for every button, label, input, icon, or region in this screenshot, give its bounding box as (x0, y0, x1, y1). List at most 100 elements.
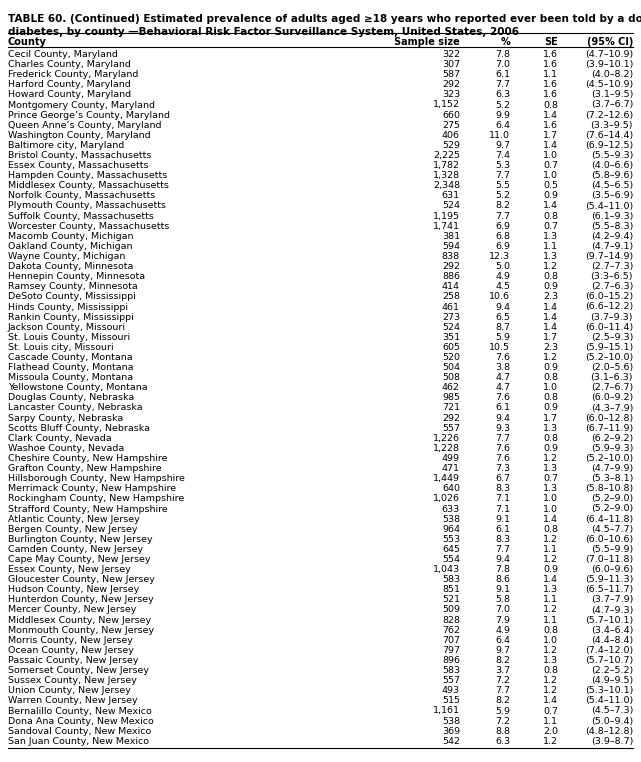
Text: Warren County, New Jersey: Warren County, New Jersey (8, 696, 138, 706)
Text: (6.1–9.3): (6.1–9.3) (590, 212, 633, 221)
Text: Passaic County, New Jersey: Passaic County, New Jersey (8, 656, 138, 665)
Text: 557: 557 (442, 676, 460, 685)
Text: (2.7–6.3): (2.7–6.3) (590, 282, 633, 291)
Text: Frederick County, Maryland: Frederick County, Maryland (8, 70, 138, 79)
Text: 3.7: 3.7 (495, 666, 510, 675)
Text: 0.8: 0.8 (543, 212, 558, 221)
Text: 6.3: 6.3 (495, 91, 510, 99)
Text: 5.0: 5.0 (495, 262, 510, 271)
Text: 1.0: 1.0 (543, 495, 558, 504)
Text: 1.3: 1.3 (543, 585, 558, 594)
Text: 307: 307 (442, 60, 460, 69)
Text: 322: 322 (442, 50, 460, 59)
Text: 292: 292 (442, 414, 460, 423)
Text: 7.4: 7.4 (495, 151, 510, 160)
Text: 7.9: 7.9 (495, 616, 510, 625)
Text: (4.0–6.6): (4.0–6.6) (591, 161, 633, 170)
Text: 8.6: 8.6 (495, 575, 510, 584)
Text: Hunterdon County, New Jersey: Hunterdon County, New Jersey (8, 595, 154, 604)
Text: (6.0–15.2): (6.0–15.2) (585, 293, 633, 302)
Text: 515: 515 (442, 696, 460, 706)
Text: 292: 292 (442, 262, 460, 271)
Text: 7.7: 7.7 (495, 545, 510, 554)
Text: 557: 557 (442, 424, 460, 433)
Text: (4.5–7.3): (4.5–7.3) (590, 706, 633, 716)
Text: 292: 292 (442, 80, 460, 89)
Text: 797: 797 (442, 646, 460, 655)
Text: Hudson County, New Jersey: Hudson County, New Jersey (8, 585, 139, 594)
Text: 1.4: 1.4 (543, 322, 558, 331)
Text: (5.3–10.1): (5.3–10.1) (585, 687, 633, 695)
Text: 964: 964 (442, 525, 460, 533)
Text: 351: 351 (442, 333, 460, 342)
Text: 838: 838 (442, 252, 460, 261)
Text: 524: 524 (442, 322, 460, 331)
Text: 1.2: 1.2 (543, 606, 558, 614)
Text: 8.2: 8.2 (495, 696, 510, 706)
Text: 1,328: 1,328 (433, 171, 460, 180)
Text: Scotts Bluff County, Nebraska: Scotts Bluff County, Nebraska (8, 424, 150, 433)
Text: 640: 640 (442, 485, 460, 493)
Text: 2.0: 2.0 (543, 727, 558, 735)
Text: 985: 985 (442, 393, 460, 402)
Text: 1,161: 1,161 (433, 706, 460, 716)
Text: DeSoto County, Mississippi: DeSoto County, Mississippi (8, 293, 136, 302)
Text: Yellowstone County, Montana: Yellowstone County, Montana (8, 383, 147, 392)
Text: (6.0–10.6): (6.0–10.6) (585, 535, 633, 544)
Text: 2,348: 2,348 (433, 181, 460, 190)
Text: diabetes, by county —Behavioral Risk Factor Surveillance System, United States, : diabetes, by county —Behavioral Risk Fac… (8, 27, 519, 37)
Text: 273: 273 (442, 312, 460, 322)
Text: Essex County, Massachusetts: Essex County, Massachusetts (8, 161, 149, 170)
Text: 1.1: 1.1 (543, 70, 558, 79)
Text: Lancaster County, Nebraska: Lancaster County, Nebraska (8, 404, 143, 412)
Text: 721: 721 (442, 404, 460, 412)
Text: 0.8: 0.8 (543, 373, 558, 383)
Text: Hillsborough County, New Hampshire: Hillsborough County, New Hampshire (8, 474, 185, 483)
Text: (5.5–9.9): (5.5–9.9) (591, 545, 633, 554)
Text: (2.7–7.3): (2.7–7.3) (590, 262, 633, 271)
Text: 406: 406 (442, 131, 460, 139)
Text: (7.6–14.4): (7.6–14.4) (585, 131, 633, 139)
Text: 7.6: 7.6 (495, 353, 510, 362)
Text: Cecil County, Maryland: Cecil County, Maryland (8, 50, 118, 59)
Text: (2.0–5.6): (2.0–5.6) (591, 363, 633, 372)
Text: (4.7–9.3): (4.7–9.3) (590, 606, 633, 614)
Text: 707: 707 (442, 636, 460, 645)
Text: 8.2: 8.2 (495, 656, 510, 665)
Text: (5.5–8.3): (5.5–8.3) (590, 222, 633, 231)
Text: 7.6: 7.6 (495, 393, 510, 402)
Text: 1,226: 1,226 (433, 434, 460, 443)
Text: 1.1: 1.1 (543, 545, 558, 554)
Text: 1.7: 1.7 (543, 414, 558, 423)
Text: (3.3–9.5): (3.3–9.5) (590, 120, 633, 130)
Text: Monmouth County, New Jersey: Monmouth County, New Jersey (8, 626, 154, 635)
Text: 828: 828 (442, 616, 460, 625)
Text: 7.1: 7.1 (495, 504, 510, 514)
Text: 6.5: 6.5 (495, 312, 510, 322)
Text: Hinds County, Mississippi: Hinds County, Mississippi (8, 303, 128, 312)
Text: (7.0–11.8): (7.0–11.8) (585, 555, 633, 564)
Text: 4.9: 4.9 (495, 626, 510, 635)
Text: 5.8: 5.8 (495, 595, 510, 604)
Text: 1.3: 1.3 (543, 424, 558, 433)
Text: 3.8: 3.8 (495, 363, 510, 372)
Text: (3.1–9.5): (3.1–9.5) (590, 91, 633, 99)
Text: 583: 583 (442, 575, 460, 584)
Text: Mercer County, New Jersey: Mercer County, New Jersey (8, 606, 137, 614)
Text: 1,195: 1,195 (433, 212, 460, 221)
Text: 461: 461 (442, 303, 460, 312)
Text: 5.5: 5.5 (495, 181, 510, 190)
Text: 6.9: 6.9 (495, 242, 510, 251)
Text: 9.1: 9.1 (495, 585, 510, 594)
Text: 583: 583 (442, 666, 460, 675)
Text: Dona Ana County, New Mexico: Dona Ana County, New Mexico (8, 716, 154, 725)
Text: 2.3: 2.3 (543, 293, 558, 302)
Text: (5.4–11.0): (5.4–11.0) (585, 201, 633, 210)
Text: 10.6: 10.6 (489, 293, 510, 302)
Text: 7.6: 7.6 (495, 454, 510, 463)
Text: 1.2: 1.2 (543, 555, 558, 564)
Text: 323: 323 (442, 91, 460, 99)
Text: 645: 645 (442, 545, 460, 554)
Text: Cape May County, New Jersey: Cape May County, New Jersey (8, 555, 151, 564)
Text: 6.1: 6.1 (495, 404, 510, 412)
